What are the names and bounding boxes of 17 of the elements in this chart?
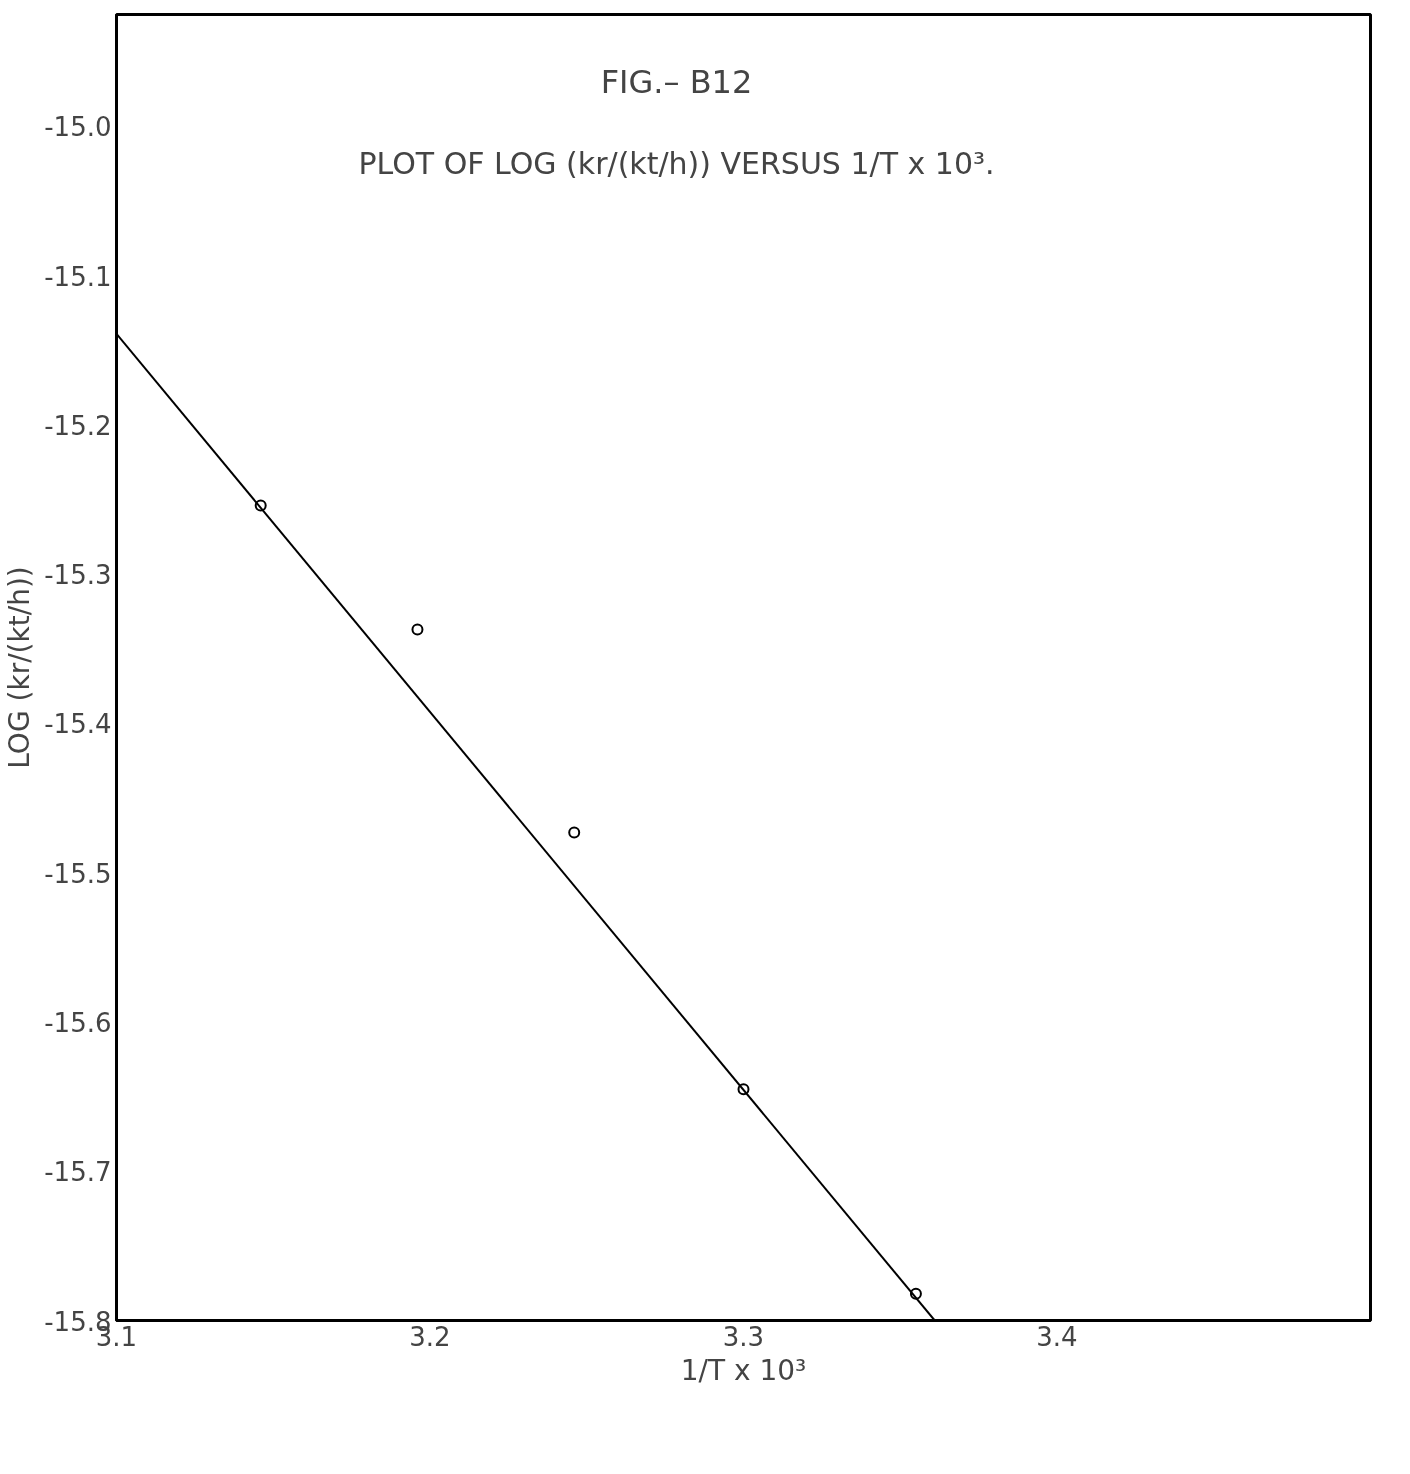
x-tick-label: 3.3 [722, 1321, 765, 1352]
text: PLOT OF LOG (kr/(kt/h)) VERSUS 1/T x 10³. [358, 145, 995, 181]
y-axis-title: LOG (kr/(kt/h)) [3, 566, 37, 769]
y-tick-label: -15.5 [44, 858, 112, 889]
x-tick-label: 3.2 [409, 1321, 451, 1352]
y-tick-label: -15.4 [44, 709, 112, 740]
point [411, 623, 424, 636]
y-tick-label: -15.2 [44, 410, 112, 441]
y-tick-label: -15.3 [44, 560, 112, 591]
y-tick-label: -15.6 [44, 1007, 112, 1038]
x-axis-title: 1/T x 10³ [680, 1353, 807, 1387]
y-tick-label: -15.1 [44, 261, 112, 292]
point [568, 826, 581, 839]
x-tick-label: 3.4 [1036, 1321, 1078, 1352]
text: FIG.– B12 [600, 62, 753, 101]
y-tick-label: -15.7 [44, 1157, 112, 1188]
y-tick-label: -15.0 [44, 112, 112, 143]
